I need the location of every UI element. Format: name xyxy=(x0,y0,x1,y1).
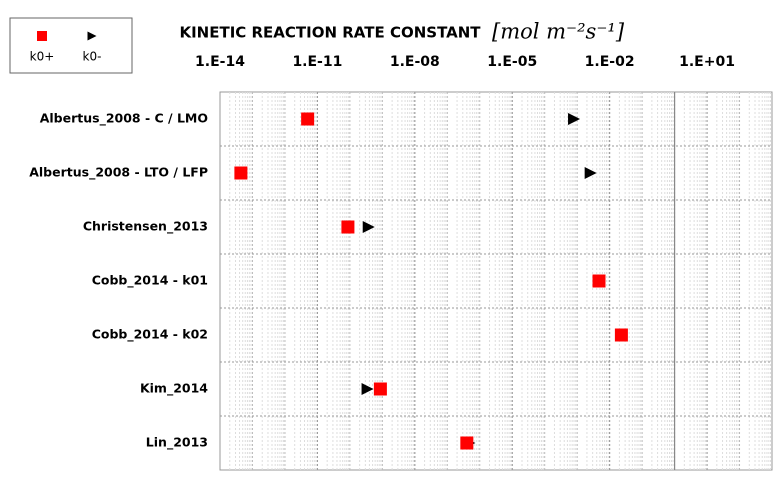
plot-area xyxy=(219,91,773,471)
marker-square xyxy=(301,112,315,126)
legend-label: k0- xyxy=(83,50,102,64)
marker-triangle xyxy=(584,167,597,179)
marker-square xyxy=(460,436,474,450)
marker-triangle xyxy=(568,113,581,125)
y-tick-label: Cobb_2014 - k01 xyxy=(92,273,208,289)
legend-label: k0+ xyxy=(30,50,55,64)
marker-square xyxy=(373,382,387,396)
legend-box xyxy=(9,17,133,74)
marker-triangle xyxy=(87,31,97,41)
marker-square xyxy=(592,274,606,288)
marker-square xyxy=(37,31,47,41)
y-tick-label: Cobb_2014 - k02 xyxy=(92,327,208,343)
x-tick-label: 1.E-11 xyxy=(292,54,342,70)
x-tick-label: 1.E-14 xyxy=(195,54,245,70)
marker-square xyxy=(234,166,248,180)
unit: [mol m⁻²s⁻¹] xyxy=(492,20,625,44)
marker-square xyxy=(341,220,355,234)
y-tick-label: Albertus_2008 - LTO / LFP xyxy=(29,165,208,181)
x-tick-label: 1.E-08 xyxy=(390,54,440,70)
y-tick-label: Albertus_2008 - C / LMO xyxy=(40,111,208,127)
y-tick-label: Christensen_2013 xyxy=(83,219,208,235)
marker-triangle xyxy=(362,221,375,233)
chart-title: KINETIC REACTION RATE CONSTANT xyxy=(179,24,481,42)
x-tick-label: 1.E+01 xyxy=(679,54,735,70)
marker-triangle xyxy=(361,383,374,395)
y-tick-label: Kim_2014 xyxy=(140,381,208,397)
x-tick-label: 1.E-02 xyxy=(585,54,635,70)
y-tick-label: Lin_2013 xyxy=(146,435,208,451)
x-tick-label: 1.E-05 xyxy=(487,54,537,70)
marker-square xyxy=(614,328,628,342)
